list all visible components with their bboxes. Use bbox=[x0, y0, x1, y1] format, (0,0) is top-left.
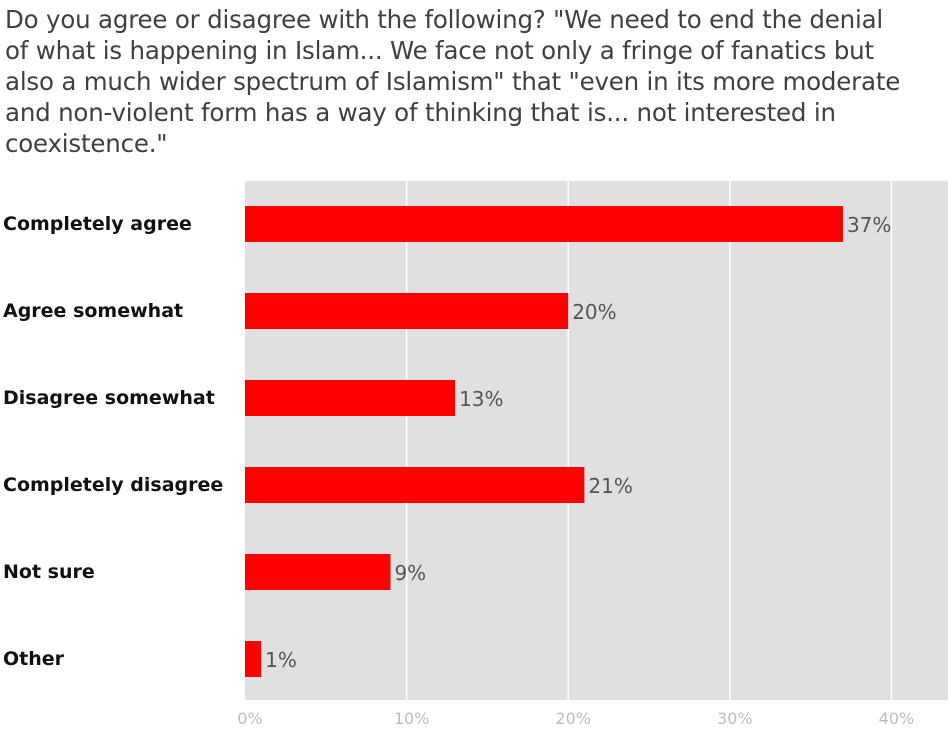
value-label: 1% bbox=[265, 648, 297, 672]
x-tick-label: 20% bbox=[555, 709, 591, 728]
plot-background bbox=[245, 181, 948, 700]
category-label: Disagree somewhat bbox=[3, 387, 215, 409]
value-label: 20% bbox=[572, 300, 616, 324]
chart-title: Do you agree or disagree with the follow… bbox=[5, 5, 901, 158]
x-tick-label: 30% bbox=[717, 709, 753, 728]
x-tick-label: 10% bbox=[394, 709, 430, 728]
value-label: 9% bbox=[394, 561, 426, 585]
bar bbox=[245, 380, 456, 416]
value-label: 21% bbox=[588, 474, 632, 498]
x-axis-tick-labels: 0% 10% 20% 30% 40% bbox=[237, 709, 914, 728]
grid-lines bbox=[405, 181, 893, 700]
bar bbox=[245, 206, 843, 242]
bar bbox=[245, 293, 569, 329]
category-labels: Completely agree Agree somewhat Disagree s… bbox=[3, 213, 223, 670]
category-label: Not sure bbox=[3, 561, 95, 583]
x-tick-label: 40% bbox=[879, 709, 915, 728]
bar bbox=[245, 641, 262, 677]
category-label: Agree somewhat bbox=[3, 300, 183, 322]
value-label: 13% bbox=[459, 387, 503, 411]
value-labels: 37% 20% 13% 21% 9% 1% bbox=[265, 213, 891, 672]
value-label: 37% bbox=[847, 213, 891, 237]
bar bbox=[245, 467, 585, 503]
category-label: Completely agree bbox=[3, 213, 192, 235]
category-label: Other bbox=[3, 648, 65, 670]
category-label: Completely disagree bbox=[3, 474, 223, 496]
bars bbox=[245, 206, 843, 677]
x-tick-label: 0% bbox=[237, 709, 262, 728]
bar bbox=[245, 554, 391, 590]
